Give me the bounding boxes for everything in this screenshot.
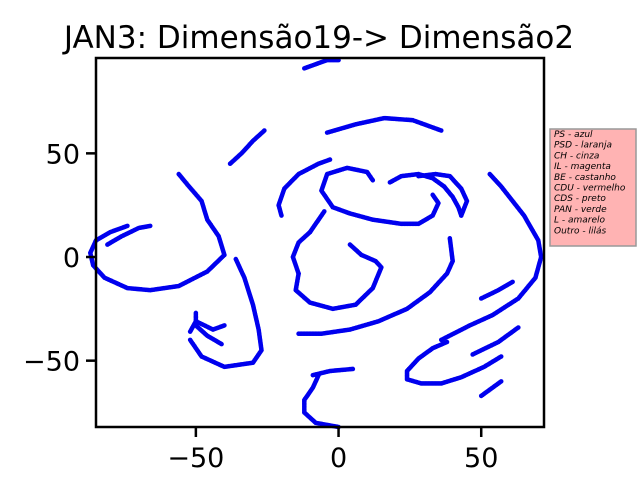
- scatter-point: [233, 256, 239, 262]
- scatter-point: [487, 171, 493, 177]
- plot-area: [96, 58, 544, 427]
- scatter-point: [350, 366, 356, 372]
- y-axis: −50 0 50: [23, 139, 96, 378]
- plot-frame: [94, 56, 546, 429]
- scatter-point: [447, 236, 453, 241]
- scatter-point: [262, 128, 267, 133]
- legend-entry: BE - castanho: [554, 173, 616, 183]
- legend-entry: PAN - verde: [554, 205, 607, 215]
- legend-entry: PS - azul: [554, 130, 593, 140]
- scatter-point: [510, 279, 515, 285]
- scatter-point: [444, 339, 450, 345]
- scatter-point: [516, 325, 521, 330]
- y-tick-label: 50: [46, 139, 80, 170]
- scatter-point: [347, 242, 353, 247]
- scatter-point: [296, 271, 301, 276]
- scatter-point: [430, 192, 436, 198]
- scatter-point: [187, 329, 193, 334]
- scatter-point: [370, 178, 376, 183]
- x-tick-label: −50: [167, 443, 224, 474]
- scatter-point: [176, 171, 182, 177]
- scatter-points: [87, 57, 544, 430]
- x-axis: −50 0 50: [167, 427, 498, 474]
- scatter-point: [321, 209, 327, 214]
- legend-box: [549, 128, 637, 247]
- y-tick-label: −50: [23, 347, 80, 378]
- x-tick-label: 50: [464, 443, 498, 474]
- scatter-point: [193, 310, 199, 316]
- scatter-point: [416, 173, 421, 179]
- legend-entry: PSD - laranja: [554, 141, 612, 151]
- y-tick-label: 0: [63, 243, 80, 274]
- chart-title: JAN3: Dimensão19-> Dimensão2: [62, 20, 574, 56]
- scatter-point: [438, 128, 444, 133]
- legend-entry: CH - cinza: [554, 151, 599, 161]
- legend-entry: CDS - preto: [554, 194, 606, 204]
- legend-entry: Outro - lilás: [554, 226, 607, 236]
- scatter-point: [147, 223, 153, 229]
- x-tick-label: 0: [330, 443, 347, 474]
- scatter-point: [327, 157, 333, 162]
- legend-entry: L - amarelo: [554, 216, 606, 226]
- scatter-point: [478, 393, 484, 399]
- legend-entry: CDU - vermelho: [554, 184, 626, 194]
- legend-entry: IL - magenta: [554, 162, 611, 172]
